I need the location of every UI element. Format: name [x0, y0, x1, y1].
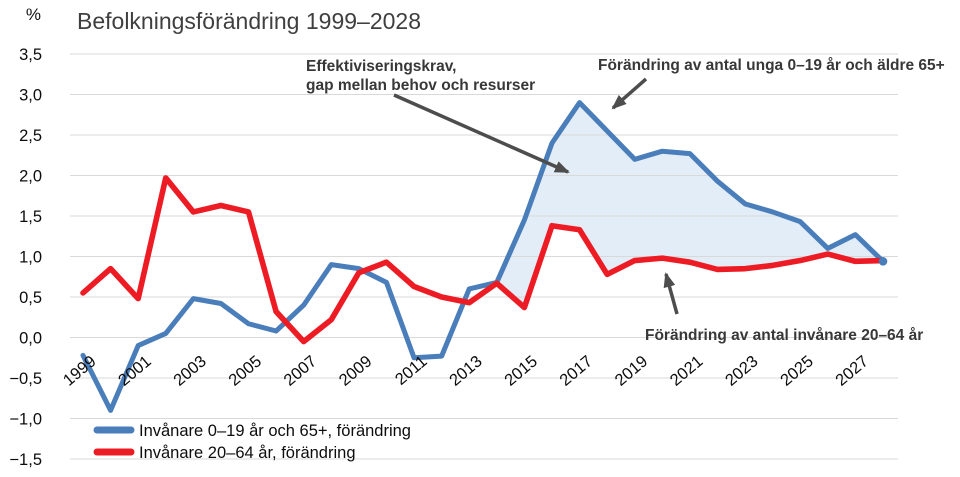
annotation-young-elderly: Förändring av antal unga 0–19 år och äld… [598, 57, 945, 110]
y-axis-unit-label: % [26, 5, 41, 24]
annotation-young-elderly-text: Förändring av antal unga 0–19 år och äld… [598, 57, 945, 74]
y-axis-tick-labels: 3,5 3,0 2,5 2,0 1,5 1,0 0,5 0,0 −0,5 −1,0 −1,5 [9, 46, 42, 469]
x-tick-label: 2003 [170, 352, 210, 389]
y-tick-label: 0,0 [19, 330, 42, 348]
legend: Invånare 0–19 år och 65+, förändring Invå… [93, 422, 411, 462]
legend-label: Invånare 0–19 år och 65+, förändring [139, 422, 411, 440]
y-tick-label: 1,0 [19, 249, 42, 267]
y-tick-label: 3,5 [19, 46, 42, 64]
blue-series-end-dot [878, 257, 888, 266]
x-tick-label: 2007 [281, 352, 321, 389]
series-gap-fill [496, 102, 883, 308]
legend-label: Invånare 20–64 år, förändring [139, 444, 356, 462]
legend-item-0: Invånare 0–19 år och 65+, förändring [93, 422, 411, 440]
x-tick-label: 2025 [777, 352, 817, 389]
x-axis-tick-labels: 1999 2001 2003 2005 2007 2009 2011 2013 2015 2017… [60, 352, 872, 389]
chart-title: Befolkningsförändring 1999–2028 [77, 8, 421, 34]
x-tick-label: 2009 [336, 352, 376, 389]
y-tick-label: −1,0 [9, 411, 42, 429]
annotation-efficiency-gap-line1: Effektiviseringskrav, [306, 58, 456, 75]
gridlines [70, 53, 898, 460]
x-tick-label: 2015 [501, 352, 541, 389]
series-lines [80, 100, 888, 413]
x-tick-label: 2013 [446, 352, 486, 389]
x-tick-label: 2019 [612, 352, 652, 389]
gap-fill-area [496, 102, 883, 308]
annotation-efficiency-gap: Effektiviseringskrav, gap mellan behov o… [306, 58, 570, 174]
x-tick-label: 2017 [556, 352, 596, 389]
y-tick-label: 1,5 [19, 208, 42, 226]
y-tick-label: 3,0 [19, 87, 42, 105]
annotation-young-elderly-arrow [611, 77, 648, 110]
y-tick-label: 2,5 [19, 127, 42, 145]
annotation-working-age-text: Förändring av antal invånare 20–64 år [645, 327, 923, 344]
y-tick-label: 0,5 [19, 289, 42, 307]
y-tick-label: −1,5 [9, 451, 42, 469]
annotation-working-age: Förändring av antal invånare 20–64 år [645, 272, 923, 344]
y-tick-label: −0,5 [9, 370, 42, 388]
y-tick-label: 2,0 [19, 168, 42, 186]
x-tick-label: 2021 [667, 352, 707, 389]
series-line-0 [80, 100, 886, 413]
legend-item-1: Invånare 20–64 år, förändring [93, 444, 356, 462]
x-tick-label: 2023 [722, 352, 762, 389]
x-tick-label: 2027 [832, 352, 872, 389]
x-tick-label: 2005 [225, 352, 265, 389]
annotation-efficiency-gap-line2: gap mellan behov och resurser [306, 77, 535, 94]
annotation-working-age-arrow [663, 272, 679, 315]
annotation-efficiency-gap-arrow [393, 93, 570, 174]
x-tick-label: 1999 [60, 352, 100, 389]
series-line-1 [80, 175, 886, 345]
